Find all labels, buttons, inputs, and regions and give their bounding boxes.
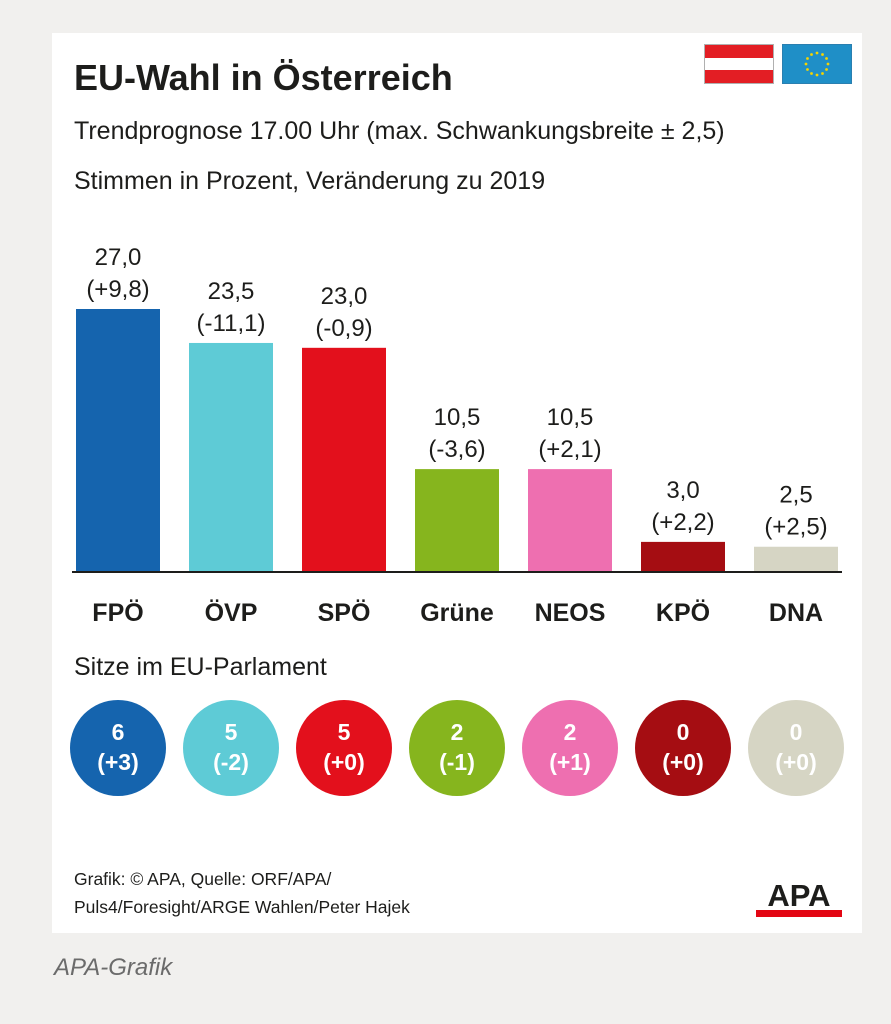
apa-logo: APA <box>756 879 842 917</box>
bar-grüne <box>415 469 499 571</box>
seat-circle-spö: 5 (+0) <box>296 700 392 796</box>
seat-change: (-1) <box>439 749 475 775</box>
chart-title: EU-Wahl in Österreich <box>74 57 453 98</box>
value-label: 23,0 <box>321 283 368 310</box>
change-label: (-11,1) <box>197 310 266 337</box>
seat-count: 0 <box>789 719 803 745</box>
value-label: 10,5 <box>434 404 481 431</box>
change-label: (+2,2) <box>651 509 714 536</box>
apa-logo-text: APA <box>767 879 830 913</box>
category-label: SPÖ <box>318 598 371 627</box>
category-label: NEOS <box>535 599 606 627</box>
seat-circle-övp: 5 (-2) <box>183 700 279 796</box>
chart-card: EU-Wahl in Österreich Trendprognose 17.0… <box>52 33 862 933</box>
seat-count: 6 <box>111 719 125 745</box>
eu-star <box>804 62 808 66</box>
seat-change: (+0) <box>323 749 365 775</box>
eu-star <box>825 68 828 71</box>
bar-kpö <box>641 541 725 571</box>
seat-change: (-2) <box>213 749 249 775</box>
change-label: (+2,1) <box>538 436 601 463</box>
eu-star <box>810 72 813 75</box>
eu-stars-icon <box>804 51 830 77</box>
seat-circle-kpö: 0 (+0) <box>635 700 731 796</box>
eu-star <box>826 62 830 66</box>
eu-star <box>815 73 819 77</box>
eu-star <box>810 53 813 56</box>
change-label: (+9,8) <box>86 276 149 303</box>
seat-circle-grüne: 2 (-1) <box>409 700 505 796</box>
bar-övp <box>189 342 273 571</box>
category-label: KPÖ <box>656 598 710 627</box>
seat-count: 0 <box>676 719 690 745</box>
seat-circle-dna: 0 (+0) <box>748 700 844 796</box>
seats-heading: Sitze im EU-Parlament <box>74 653 327 681</box>
flag-stripe-top <box>705 45 773 58</box>
bar-fpö <box>76 309 160 571</box>
seat-circle-fpö: 6 (+3) <box>70 700 166 796</box>
value-label: 10,5 <box>547 404 594 431</box>
bar-dna <box>754 546 838 571</box>
value-label: 2,5 <box>779 482 812 509</box>
category-label: DNA <box>769 599 823 627</box>
seat-count: 5 <box>224 719 238 745</box>
source-credit-line-2: Puls4/Foresight/ARGE Wahlen/Peter Hajek <box>74 897 410 917</box>
seat-count: 2 <box>563 719 577 745</box>
chart-subtitle-units: Stimmen in Prozent, Veränderung zu 2019 <box>74 167 546 195</box>
change-label: (+2,5) <box>764 514 827 541</box>
image-caption: APA-Grafik <box>54 954 173 981</box>
chart-subtitle-trend: Trendprognose 17.00 Uhr (max. Schwankung… <box>74 117 725 145</box>
eu-star <box>821 72 824 75</box>
change-label: (-0,9) <box>315 315 372 342</box>
bar-spö <box>302 347 386 571</box>
value-label: 23,5 <box>208 278 255 305</box>
eu-star <box>815 51 819 55</box>
eu-star <box>806 68 809 71</box>
flag-stripe-bottom <box>705 70 773 83</box>
austria-flag-icon <box>704 44 774 84</box>
apa-logo-bar <box>756 910 842 917</box>
seat-circle-neos: 2 (+1) <box>522 700 618 796</box>
flag-stripe-middle <box>705 57 773 71</box>
bar-chart: 27,0 (+9,8) FPÖ 23,5 (-11,1) ÖVP 23,0 (-0,9) SPÖ… <box>72 244 842 627</box>
seat-change: (+3) <box>97 749 139 775</box>
eu-star <box>821 53 824 56</box>
eu-star <box>825 57 828 60</box>
seat-count: 5 <box>337 719 351 745</box>
seat-change: (+0) <box>775 749 817 775</box>
seat-count: 2 <box>450 719 464 745</box>
source-credit-line-1: Grafik: © APA, Quelle: ORF/APA/ <box>74 869 332 889</box>
eu-flag-icon <box>782 44 852 84</box>
change-label: (-3,6) <box>428 436 485 463</box>
seats-row: 6 (+3) 5 (-2) 5 (+0) 2 (-1) 2 (+1) 0 (+0) 0 (+0) <box>52 700 862 800</box>
value-label: 3,0 <box>666 477 699 504</box>
eu-star <box>806 57 809 60</box>
category-label: FPÖ <box>92 598 143 627</box>
seat-change: (+1) <box>549 749 591 775</box>
category-label: ÖVP <box>205 598 258 627</box>
bar-neos <box>528 469 612 571</box>
category-label: Grüne <box>420 599 494 627</box>
seat-change: (+0) <box>662 749 704 775</box>
value-label: 27,0 <box>95 244 142 271</box>
